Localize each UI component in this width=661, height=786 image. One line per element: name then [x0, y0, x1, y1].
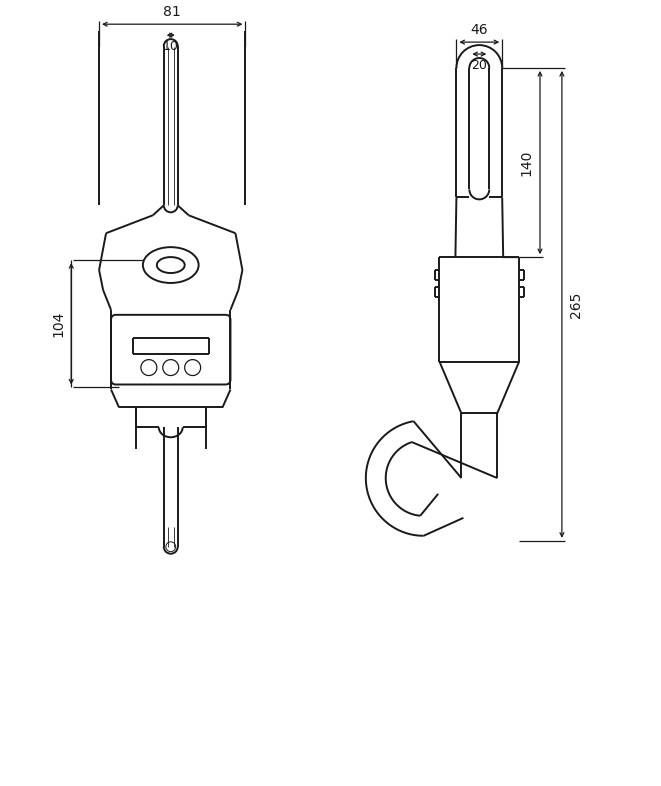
- Text: 140: 140: [519, 149, 533, 176]
- Text: 265: 265: [569, 291, 583, 318]
- Text: 81: 81: [163, 6, 181, 19]
- Text: 20: 20: [471, 59, 487, 72]
- Text: 10: 10: [163, 40, 178, 53]
- Text: 46: 46: [471, 23, 488, 37]
- Text: 104: 104: [52, 310, 65, 337]
